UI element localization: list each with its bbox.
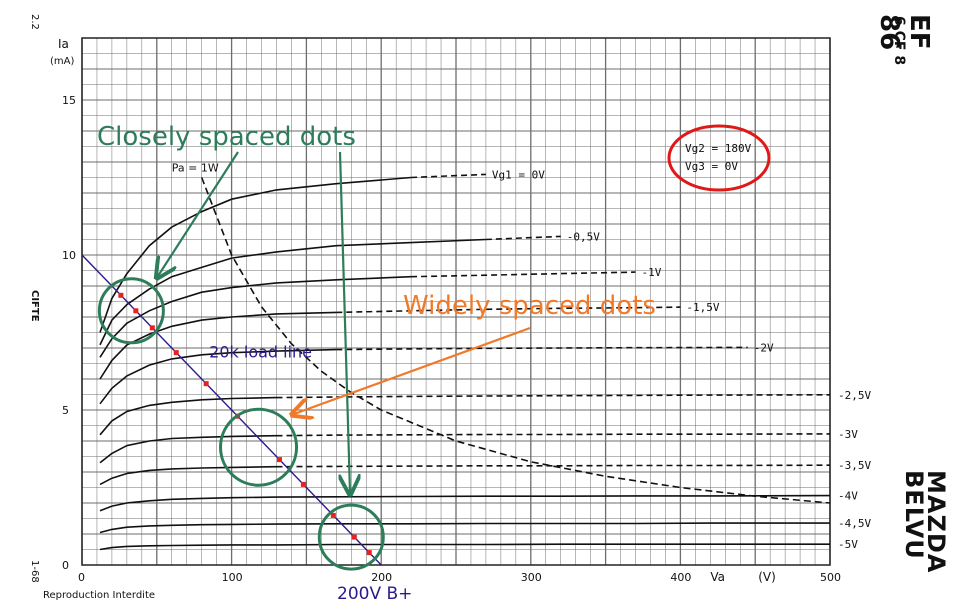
brand-line-2: BELVU [900,470,928,560]
operating-point [173,350,179,356]
x-tick-label: 400 [670,571,691,584]
curve-dashed--2,5V [276,394,831,399]
operating-point [203,381,209,387]
operating-point [149,325,155,331]
curve-Vg1 = 0V [99,176,412,333]
plot-frame [81,37,831,566]
x-axis-label: Va [710,570,725,584]
y-axis-label: Ia [58,37,69,51]
curve-label: -1,5V [686,301,719,314]
curve-label: Vg1 = 0V [492,168,545,181]
x-tick-label: 300 [521,571,542,584]
curve--4V [99,494,831,512]
power-curve-label: Pa = 1W [172,161,219,174]
annotation-widely-spaced: Widely spaced dots [403,291,656,321]
curve--4,5V [99,522,830,534]
footer-note: Reproduction Interdite [43,590,156,601]
curve--0,5V [99,238,486,346]
x-tick-label: 200 [371,571,392,584]
curve-label: -5V [838,538,858,551]
curve--2V [99,348,337,405]
operating-point [118,292,124,298]
operating-point [300,481,306,487]
grid-voltage-curves [99,173,831,551]
curve-label: -3V [838,428,858,441]
arrow-closely-spaced [158,151,239,276]
curve--3,5V [99,465,277,486]
curve-label: -0,5V [567,230,600,243]
operating-point [276,457,282,463]
highlight-circle [219,407,299,487]
side-label: CIFTE [29,290,40,322]
highlight-circle [97,277,165,345]
highlight-circle [317,503,385,571]
curve-label: -1V [642,266,662,279]
operating-point [133,308,139,314]
arrow-widely-spaced [294,326,531,414]
curve--5V [99,543,830,551]
power-dissipation-curve [200,177,831,504]
y-tick-label: 15 [62,94,76,107]
operating-point [366,550,372,556]
curve-dashed-Vg1 = 0V [411,173,486,179]
curve-label: -4,5V [838,517,871,530]
curve-label: -2V [754,341,774,354]
load-line-label: 20k load line [209,342,312,361]
curve--1V [99,275,412,358]
tube-equivalent: 6 CF 8 [891,16,907,66]
curve-label: -4V [838,490,858,503]
y-tick-label: 5 [62,404,69,417]
curve-dashed--3,5V [276,464,831,468]
curve-dashed--1V [411,271,636,278]
red-circle [667,124,771,192]
x-tick-label: 0 [78,571,85,584]
curve-label: -3,5V [838,459,871,472]
curve-dashed--3V [276,433,831,437]
annotation-b-plus: 200V B+ [337,584,412,604]
curve--3V [99,434,277,464]
arrow-b-plus [340,151,350,492]
code-bottom: 1-68 [29,560,40,583]
y-tick-label: 0 [62,559,69,572]
x-tick-label: 500 [820,571,841,584]
condition-vg3: Vg3 = 0V [685,160,738,173]
curve--2,5V [99,396,277,436]
curve--1,5V [99,311,337,380]
curve-dashed--0,5V [485,235,561,241]
x-axis-unit: (V) [758,570,776,584]
conditions-box [667,124,771,192]
curve-dashed--1,5V [336,306,681,314]
operating-point [351,534,357,540]
y-axis-unit: (mA) [50,56,74,67]
curve-label: -2,5V [838,389,871,402]
page-number: 2.2 [29,14,40,30]
condition-vg2: Vg2 = 180V [685,142,752,155]
curve-dashed--2V [336,346,748,351]
y-tick-label: 10 [62,249,76,262]
x-tick-label: 100 [222,571,243,584]
operating-point [330,512,336,518]
annotation-closely-spaced: Closely spaced dots [97,122,356,152]
